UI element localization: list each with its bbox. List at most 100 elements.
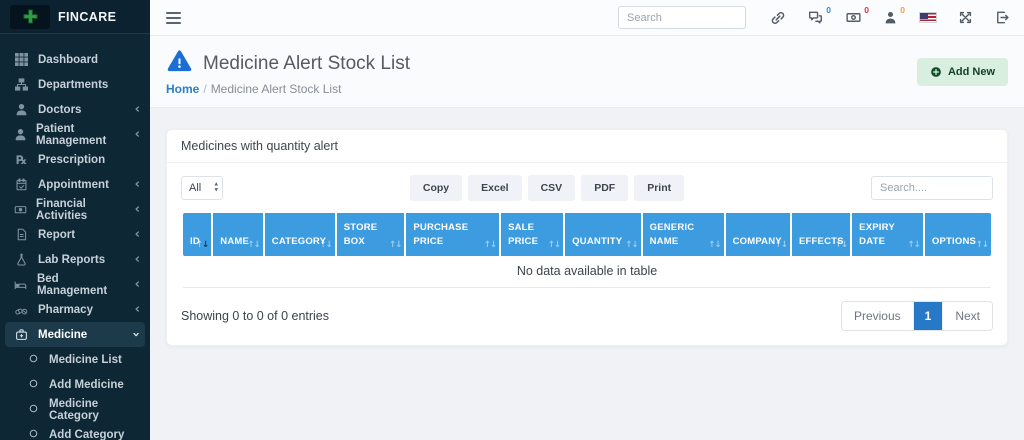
sidebar-subitem-add-category[interactable]: Add Category	[0, 422, 150, 440]
table-footer: Showing 0 to 0 of 0 entries Previous 1 N…	[181, 301, 993, 331]
column-header-category[interactable]: CATEGORY	[264, 213, 335, 256]
sidebar-item-report[interactable]: Report	[0, 222, 150, 247]
sidebar-item-label: Report	[38, 228, 76, 241]
sidebar-item-appointment[interactable]: Appointment	[0, 172, 150, 197]
sidebar-item-label: Medicine	[38, 328, 88, 341]
pdf-button[interactable]: PDF	[581, 175, 629, 201]
sort-icon	[835, 241, 847, 250]
table-search-input[interactable]	[871, 176, 993, 200]
sidebar-item-label: Bed Management	[36, 272, 108, 297]
chevron-left-icon	[135, 203, 140, 216]
column-header-effects[interactable]: EFFECTS	[792, 213, 851, 256]
transactions-icon[interactable]: 0	[845, 5, 869, 25]
sort-icon	[775, 241, 787, 250]
sidebar-item-doctors[interactable]: Doctors	[0, 97, 150, 122]
topbar: 0 0 0	[150, 0, 1024, 36]
chevron-left-icon	[135, 303, 140, 316]
sidebar-item-label: Appointment	[38, 178, 109, 191]
copy-button[interactable]: Copy	[409, 175, 463, 201]
column-header-name[interactable]: NAME	[213, 213, 263, 256]
topbar-icons: 0 0 0	[770, 5, 1010, 26]
empty-row: No data available in table	[183, 256, 991, 288]
sidebar-item-lab-reports[interactable]: Lab Reports	[0, 247, 150, 272]
rx-icon: ℞	[16, 152, 27, 167]
column-header-store-box[interactable]: STORE BOX	[336, 213, 405, 256]
column-header-id[interactable]: ID	[183, 213, 212, 256]
brand-logo[interactable]: FINCARE	[0, 0, 150, 34]
breadcrumb-home-link[interactable]: Home	[166, 82, 200, 96]
page-length-select[interactable]: All	[181, 176, 223, 200]
pagination-page-1-button[interactable]: 1	[912, 302, 943, 330]
table-controls: All Copy Excel CSV PDF Print	[181, 175, 993, 201]
chevron-left-icon	[135, 253, 140, 266]
column-header-company[interactable]: COMPANY	[725, 213, 791, 256]
csv-button[interactable]: CSV	[527, 175, 576, 201]
fullscreen-icon[interactable]	[958, 10, 973, 25]
messages-icon[interactable]: 0	[807, 5, 831, 25]
breadcrumb-separator: /	[203, 82, 207, 96]
add-new-label: Add New	[947, 65, 995, 78]
medical-cross-icon	[10, 4, 50, 29]
add-new-button[interactable]: Add New	[916, 57, 1008, 86]
sidebar-item-label: Lab Reports	[38, 253, 106, 266]
messages-count-badge: 0	[826, 5, 831, 15]
sidebar-subitem-medicine-category[interactable]: Medicine Category	[0, 397, 150, 422]
grid-icon	[14, 53, 29, 66]
excel-button[interactable]: Excel	[468, 175, 522, 201]
calendar-check-icon	[14, 178, 29, 191]
sidebar-subitem-add-medicine[interactable]: Add Medicine	[0, 372, 150, 397]
sidebar-item-dashboard[interactable]: Dashboard	[0, 47, 150, 72]
chevron-left-icon	[135, 128, 140, 141]
column-header-sale-price[interactable]: SALE PRICE	[501, 213, 564, 256]
topbar-search-input[interactable]	[618, 6, 746, 29]
link-icon[interactable]	[770, 10, 786, 26]
page-length-select-wrap: All	[181, 176, 223, 200]
print-button[interactable]: Print	[634, 175, 685, 201]
sidebar-subitem-label: Add Category	[49, 428, 125, 440]
sidebar-item-label: Financial Activities	[36, 197, 88, 222]
column-header-expiry-date[interactable]: EXPIRY DATE	[852, 213, 923, 256]
sidebar-nav: Dashboard Departments Doctors Patient Ma…	[0, 47, 150, 440]
doctor-icon	[14, 103, 29, 116]
plus-circle-icon	[930, 66, 942, 78]
circle-icon	[28, 403, 39, 417]
chevron-left-icon	[135, 228, 140, 241]
pagination-previous-button[interactable]: Previous	[841, 302, 913, 330]
users-count-badge: 0	[900, 5, 905, 15]
users-icon[interactable]: 0	[883, 5, 905, 25]
sidebar-item-label: Pharmacy	[38, 303, 93, 316]
sidebar-item-departments[interactable]: Departments	[0, 72, 150, 97]
column-header-generic-name[interactable]: GENERIC NAME	[642, 213, 724, 256]
sidebar-item-prescription[interactable]: ℞ Prescription	[0, 147, 150, 172]
sidebar-item-label: Prescription	[38, 153, 106, 166]
sidebar-item-financial-activities[interactable]: Financial Activities	[0, 197, 150, 222]
money-bill-icon	[14, 203, 27, 216]
flask-icon	[14, 253, 29, 266]
column-header-quantity[interactable]: QUANTITY	[565, 213, 641, 256]
sidebar-subitem-medicine-list[interactable]: Medicine List	[0, 347, 150, 372]
sidebar-item-bed-management[interactable]: Bed Management	[0, 272, 150, 297]
sidebar-item-pharmacy[interactable]: Pharmacy	[0, 297, 150, 322]
circle-icon	[28, 428, 39, 440]
logout-icon[interactable]	[994, 10, 1010, 25]
menu-toggle-icon[interactable]	[166, 11, 181, 24]
page-content: Medicines with quantity alert All Copy E…	[150, 108, 1024, 440]
medicines-alert-card: Medicines with quantity alert All Copy E…	[166, 129, 1008, 346]
sidebar-item-label: Patient Management	[36, 122, 107, 147]
sort-icon	[196, 241, 208, 250]
circle-icon	[28, 378, 39, 392]
export-buttons: Copy Excel CSV PDF Print	[409, 175, 685, 201]
sidebar-item-patient-management[interactable]: Patient Management	[0, 122, 150, 147]
entries-info: Showing 0 to 0 of 0 entries	[181, 309, 330, 323]
sort-icon	[625, 241, 637, 250]
sidebar-item-medicine[interactable]: Medicine	[5, 322, 145, 347]
sort-icon	[248, 241, 260, 250]
medkit-icon	[14, 328, 29, 341]
pagination-next-button[interactable]: Next	[942, 302, 992, 330]
user-icon	[14, 128, 27, 141]
us-flag-icon[interactable]	[919, 12, 937, 23]
column-header-purchase-price[interactable]: PURCHASE PRICE	[406, 213, 500, 256]
sidebar-item-label: Dashboard	[38, 53, 99, 66]
column-header-options[interactable]: OPTIONS	[924, 213, 991, 256]
chevron-down-icon	[134, 328, 139, 341]
